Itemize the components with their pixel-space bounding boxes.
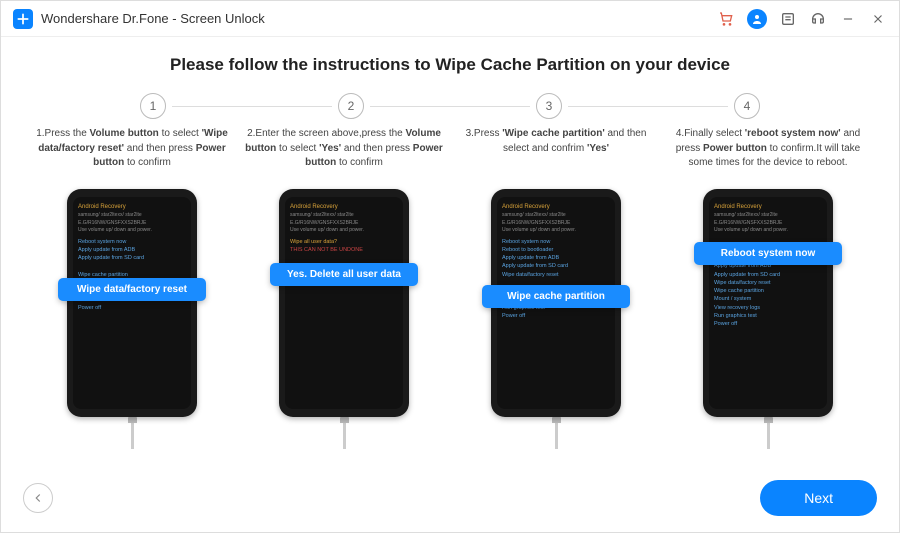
step-column-1: 1.Press the Volume button to select 'Wip… [31,127,233,470]
step-instruction: 1.Press the Volume button to select 'Wip… [31,127,233,185]
cable-icon [343,423,346,449]
titlebar: Wondershare Dr.Fone - Screen Unlock [1,1,899,37]
step-column-3: 3.Press 'Wipe cache partition' and then … [455,127,657,470]
step-connector [568,106,728,107]
step-instruction: 3.Press 'Wipe cache partition' and then … [455,127,657,185]
step-instruction: 2.Enter the screen above,press the Volum… [243,127,445,185]
footer: Next [1,470,899,532]
cable-icon [131,423,134,449]
step-instruction: 4.Finally select 'reboot system now' and… [667,127,869,185]
close-icon[interactable] [869,10,887,28]
phone-illustration: Android Recoverysamsung/ star2ltexx/ sta… [491,189,621,417]
content-area: Please follow the instructions to Wipe C… [1,37,899,470]
titlebar-actions [717,9,887,29]
step-badge-1: 1 [140,93,166,119]
app-title: Wondershare Dr.Fone - Screen Unlock [41,11,265,26]
phone-screen: Android Recoverysamsung/ star2ltexx/ sta… [285,197,403,409]
user-avatar-icon[interactable] [747,9,767,29]
step-column-2: 2.Enter the screen above,press the Volum… [243,127,445,470]
cable-icon [555,423,558,449]
phone-screen: Android Recoverysamsung/ star2ltexx/ sta… [709,197,827,409]
phone-screen: Android Recoverysamsung/ star2ltexx/ sta… [73,197,191,409]
app-window: Wondershare Dr.Fone - Screen Unlock Plea… [0,0,900,533]
step-badge-2: 2 [338,93,364,119]
step-connector [370,106,530,107]
step-column-4: 4.Finally select 'reboot system now' and… [667,127,869,470]
step-columns: 1.Press the Volume button to select 'Wip… [31,127,869,470]
cable-icon [767,423,770,449]
highlight-pill: Reboot system now [694,242,842,265]
cart-icon[interactable] [717,10,735,28]
feedback-icon[interactable] [779,10,797,28]
back-button[interactable] [23,483,53,513]
highlight-pill: Wipe data/factory reset [58,278,206,301]
page-heading: Please follow the instructions to Wipe C… [31,55,869,75]
minimize-icon[interactable] [839,10,857,28]
support-icon[interactable] [809,10,827,28]
app-logo-icon [13,9,33,29]
phone-illustration: Android Recoverysamsung/ star2ltexx/ sta… [279,189,409,417]
highlight-pill: Yes. Delete all user data [270,263,418,286]
step-badge-4: 4 [734,93,760,119]
step-badge-3: 3 [536,93,562,119]
phone-illustration: Android Recoverysamsung/ star2ltexx/ sta… [67,189,197,417]
next-button[interactable]: Next [760,480,877,516]
step-connector [172,106,332,107]
phone-illustration: Android Recoverysamsung/ star2ltexx/ sta… [703,189,833,417]
step-indicator: 1 2 3 4 [31,93,869,119]
highlight-pill: Wipe cache partition [482,285,630,308]
